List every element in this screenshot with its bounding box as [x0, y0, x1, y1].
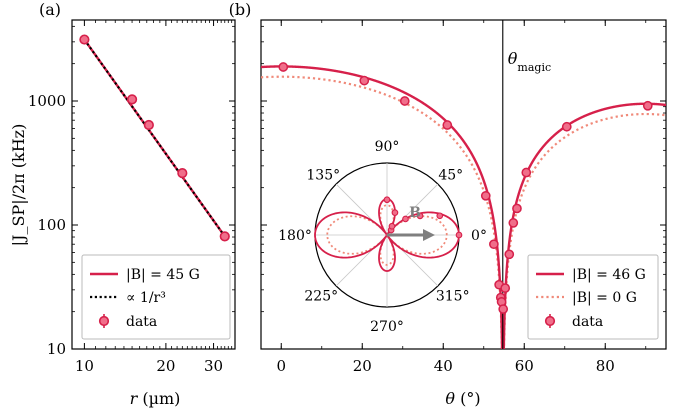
panel-a-legend-label: |B| = 45 G [126, 267, 200, 283]
panel-a: 10 100 1000 10 20 30 (a) r (µm) |J_SP|/2π (kHz) |… [9, 0, 236, 408]
panel-b-data-point [489, 239, 499, 250]
polar-data-point [436, 212, 444, 220]
field-label: B [409, 205, 421, 221]
panel-b-curves [261, 65, 666, 349]
polar-angle-label: 135° [306, 167, 340, 183]
panel-a-x-tick-label: 10 [75, 357, 94, 375]
theta-symbol: θ [508, 49, 518, 68]
x-var: r [130, 389, 139, 408]
panel-a-legend-label: ∝ 1/r³ [126, 290, 166, 306]
panel-b-x-tick-label: 20 [353, 357, 372, 375]
polar-angle-label: 90° [375, 139, 400, 155]
panel-b-data-point [278, 62, 289, 72]
polar-data-point [402, 215, 409, 223]
panel-b-legend-label: |B| = 46 G [572, 267, 646, 283]
panel-b-series-zero-field-line [261, 75, 666, 349]
polar-data-point [416, 212, 424, 220]
panel-b-legend-swatch-marker [544, 315, 556, 327]
panel-b-legend-box [527, 254, 659, 340]
panel-a-data-point [177, 168, 188, 179]
panel-a-legend-label: data [126, 314, 157, 330]
panel-b-data-point [359, 75, 370, 86]
panel-b-magic-angle-label: θmagic [508, 49, 551, 74]
panel-a-y-tick-label: 100 [37, 216, 66, 234]
panel-b-data-point [498, 304, 509, 314]
panel-a-x-tick-label: 30 [204, 357, 223, 375]
panel-b-data-point [512, 203, 522, 214]
panel-b-x-tick-label: 40 [434, 357, 453, 375]
x-unit: (µm) [137, 389, 180, 408]
panel-b-x-tick-label: 0 [276, 357, 286, 375]
field-arrow-head [423, 229, 435, 241]
panel-b-data-point [561, 121, 572, 132]
panel-a-data-point [79, 34, 90, 45]
panel-b-data-point [508, 218, 519, 228]
panel-b-data-point [521, 167, 532, 178]
panel-a-x-tick-label: 20 [156, 357, 175, 375]
panel-a-y-tick-label: 1000 [28, 92, 66, 110]
panel-b-data-point [480, 190, 491, 201]
panel-a-x-axis-label: r (µm) [130, 389, 181, 408]
panel-b-series-46G-line [261, 65, 666, 349]
panel-a-y-axis-label: |J_SP|/2π (kHz) [9, 124, 28, 247]
polar-data-point [391, 209, 399, 216]
panel-a-label: (a) [39, 0, 61, 19]
panel-a-data-point [143, 119, 154, 131]
panel-a-legend-box [81, 254, 231, 340]
polar-angle-label: 0° [471, 228, 487, 244]
polar-angle-label: 225° [304, 289, 338, 305]
panel-a-legend-swatch-marker [98, 315, 110, 327]
panel-b-x-tick-label: 80 [596, 357, 615, 375]
x-var: θ [445, 389, 455, 408]
polar-angle-label: 180° [278, 228, 312, 244]
panel-b-frame [260, 19, 667, 350]
panel-b-legend-label: data [572, 314, 603, 330]
polar-angle-label: 45° [438, 167, 463, 183]
polar-angle-label: 315° [436, 289, 470, 305]
polar-inset: 0° 45° 90° 135° 180° 225° 270° 315° B [278, 139, 487, 335]
panel-a-series-power-law-line [83, 38, 226, 237]
magic-subscript: magic [517, 61, 551, 74]
panel-b-data-point [642, 100, 653, 111]
x-unit: (°) [455, 389, 481, 408]
panel-b-legend-label: |B| = 0 G [572, 290, 637, 306]
panel-b-data-point [399, 96, 410, 106]
panel-a-y-tick-label: 10 [47, 340, 66, 358]
panel-a-data-point [126, 94, 138, 105]
panel-a-data-point [219, 231, 230, 242]
panel-b-data-point [500, 283, 511, 293]
polar-data-point [383, 196, 391, 204]
panel-b-data-point [504, 249, 515, 260]
panel-b-x-tick-label: 60 [515, 357, 534, 375]
panel-b-label: (b) [229, 0, 252, 19]
panel-b-x-axis-label: θ (°) [445, 389, 480, 408]
polar-angle-label: 270° [370, 319, 404, 335]
panel-b-data-point [442, 120, 453, 130]
polar-data-point [388, 222, 396, 230]
polar-data-point [455, 231, 463, 239]
